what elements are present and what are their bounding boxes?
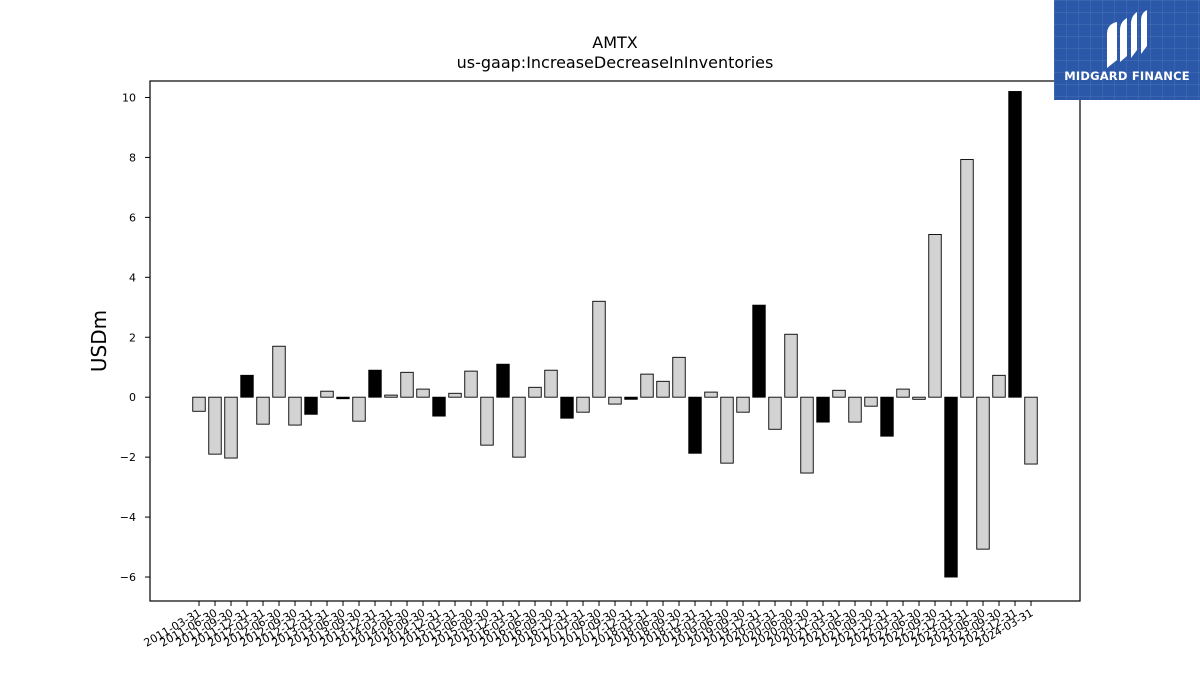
bar-2013-06-30: [336, 396, 350, 400]
y-axis-label: USDm: [87, 310, 111, 372]
bar-2014-03-31: [384, 394, 398, 398]
bar-2013-03-31: [320, 390, 334, 398]
bar-2017-03-31: [576, 396, 590, 413]
bar-2014-06-30: [400, 371, 414, 398]
bar-2020-03-31: [768, 396, 782, 430]
y-tick-label: 4: [129, 271, 136, 284]
bar-2018-12-31: [688, 396, 702, 454]
bar-2019-09-30: [736, 396, 750, 413]
bar-2018-06-30: [656, 380, 670, 398]
bar-2012-12-31: [304, 396, 318, 415]
bar-2023-03-31: [960, 159, 974, 398]
x-axis-ticks: 2011-03-312011-06-302011-09-302011-12-31…: [142, 601, 1036, 650]
bar-2011-06-30: [208, 396, 222, 455]
bar-2018-09-30: [672, 356, 686, 398]
bar-2021-09-30: [864, 396, 878, 407]
bars-group: [192, 91, 1038, 578]
bar-2022-12-31: [944, 396, 958, 578]
bar-2019-03-31: [704, 391, 718, 398]
chart-subtitle: us-gaap:IncreaseDecreaseInInventories: [457, 53, 774, 72]
bar-2016-06-30: [528, 386, 542, 398]
bar-2012-03-31: [256, 396, 270, 425]
bar-2011-03-31: [192, 396, 206, 412]
bar-2023-06-30: [976, 396, 990, 550]
plot-frame: [149, 80, 1081, 602]
bar-2015-06-30: [464, 370, 478, 398]
bar-2020-06-30: [784, 333, 798, 398]
y-tick-label: 6: [129, 211, 136, 224]
bar-2021-12-31: [880, 396, 894, 437]
bar-2022-03-31: [896, 388, 910, 398]
bar-2018-03-31: [640, 373, 654, 398]
bar-2019-12-31: [752, 304, 766, 398]
bar-2023-09-30: [992, 374, 1006, 398]
bar-2016-12-31: [560, 396, 574, 419]
midgard-finance-logo: MIDGARD FINANCE: [1054, 0, 1200, 100]
bar-2015-09-30: [480, 396, 494, 446]
bar-2021-03-31: [832, 389, 846, 398]
y-tick-label: 0: [129, 391, 136, 404]
bar-2013-12-31: [368, 369, 382, 398]
bar-2024-03-31: [1024, 396, 1038, 465]
bar-2017-06-30: [592, 300, 606, 398]
bar-2014-09-30: [416, 388, 430, 398]
y-tick-label: −2: [120, 451, 136, 464]
bar-2017-09-30: [608, 396, 622, 405]
bar-2013-09-30: [352, 396, 366, 422]
y-tick-label: −6: [120, 571, 136, 584]
bar-2016-03-31: [512, 396, 526, 458]
y-tick-label: 8: [129, 151, 136, 164]
bar-2016-09-30: [544, 369, 558, 398]
y-tick-label: 2: [129, 331, 136, 344]
bar-2022-06-30: [912, 396, 926, 400]
bar-2022-09-30: [928, 233, 942, 398]
bar-2023-12-31: [1008, 91, 1022, 398]
y-axis-ticks: −6 −4 −2 0 2 4 6 8 10: [120, 91, 150, 584]
y-tick-label: 10: [122, 91, 136, 104]
bar-2011-09-30: [224, 396, 238, 459]
bar-2011-12-31: [240, 374, 254, 398]
chart-title: AMTX: [592, 33, 638, 52]
y-tick-label: −4: [120, 511, 136, 524]
bar-2015-12-31: [496, 363, 510, 398]
logo-text: MIDGARD FINANCE: [1064, 69, 1190, 83]
bar-2019-06-30: [720, 396, 734, 464]
bar-2017-12-31: [624, 396, 638, 400]
bar-2015-03-31: [448, 392, 462, 398]
bar-2014-12-31: [432, 396, 446, 417]
bar-2012-06-30: [272, 345, 286, 398]
midgard-logo-icon: [1107, 10, 1147, 68]
bar-2021-06-30: [848, 396, 862, 423]
bar-2012-09-30: [288, 396, 302, 426]
bar-2020-12-31: [816, 396, 830, 423]
bar-2020-09-30: [800, 396, 814, 474]
